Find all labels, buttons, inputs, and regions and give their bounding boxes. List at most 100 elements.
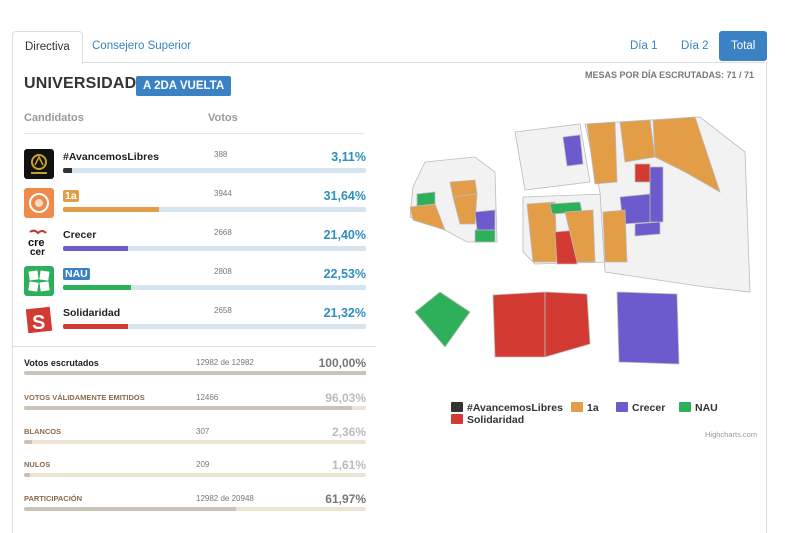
candidate-votes: 2808 <box>214 267 232 276</box>
stat-bar <box>24 473 366 477</box>
candidate-row: S Solidaridad 2658 21,32% <box>24 305 366 335</box>
candidate-row: 1a 3944 31,64% <box>24 188 366 218</box>
candidate-name-tag: NAU <box>63 268 90 280</box>
legend-swatch <box>451 402 463 412</box>
candidate-row: cre cer Crecer 2668 21,40% <box>24 227 366 257</box>
candidate-row: NAU 2808 22,53% <box>24 266 366 296</box>
legend-label: Solidaridad <box>467 414 525 426</box>
votes-header: Votos <box>208 112 238 124</box>
candidate-name: Solidaridad <box>63 307 121 319</box>
candidate-bar <box>63 207 366 212</box>
candidate-name: NAU <box>63 268 90 280</box>
stat-value: 209 <box>196 460 210 469</box>
results-panel <box>12 63 767 533</box>
candidate-bar-fill <box>63 246 128 251</box>
stat-bar <box>24 507 366 511</box>
map-building-nau <box>414 291 471 348</box>
candidate-votes: 2658 <box>214 306 232 315</box>
tab-total[interactable]: Total <box>719 31 768 61</box>
legend-item[interactable]: NAU <box>679 402 718 414</box>
stat-bar <box>24 371 366 375</box>
candidate-name-tag: 1a <box>63 190 79 202</box>
avancemos-logo-icon <box>24 149 54 179</box>
legend-item[interactable]: 1a <box>571 402 599 414</box>
candidate-votes: 2668 <box>214 228 232 237</box>
map-left-block <box>409 156 498 243</box>
stat-value: 12466 <box>196 393 219 402</box>
stat-bar-fill <box>24 473 30 477</box>
tab-bar: Directiva Consejero Superior Día 1 Día 2… <box>12 31 768 64</box>
candidate-bar-fill <box>63 207 159 212</box>
stat-blancos: BLANCOS 307 2,36% <box>24 425 366 450</box>
stats-divider <box>12 346 376 347</box>
solidaridad-logo-icon: S <box>24 305 54 335</box>
candidate-votes: 388 <box>214 150 228 159</box>
stat-label: NULOS <box>24 460 51 469</box>
stat-value: 12982 de 20948 <box>196 494 254 503</box>
crecer-logo-icon: cre cer <box>24 227 54 257</box>
stat-bar-fill <box>24 406 353 410</box>
1a-logo-icon <box>24 188 54 218</box>
nau-logo-icon <box>24 266 54 296</box>
tab-consejero-superior[interactable]: Consejero Superior <box>92 40 192 52</box>
legend-item[interactable]: Crecer <box>616 402 665 414</box>
legend-label: NAU <box>695 402 718 414</box>
legend-item[interactable]: Solidaridad <box>451 414 524 426</box>
stat-percent: 61,97% <box>325 492 366 506</box>
candidate-percent: 3,11% <box>331 150 366 164</box>
campus-map <box>409 116 751 365</box>
candidate-bar <box>63 246 366 251</box>
map-right-block <box>584 116 751 293</box>
legend-label: 1a <box>587 402 599 414</box>
page-title: UNIVERSIDAD <box>24 75 137 92</box>
stat-bar-fill <box>24 371 366 375</box>
legend-label: Crecer <box>632 402 666 414</box>
stat-bar-fill <box>24 507 236 511</box>
candidate-percent: 21,32% <box>323 306 366 320</box>
stat-votos-escrutados: Votos escrutados 12982 de 12982 100,00% <box>24 356 366 381</box>
stat-nulos: NULOS 209 1,61% <box>24 458 366 483</box>
candidate-name: #AvancemosLibres <box>63 151 159 163</box>
stat-label: Votos escrutados <box>24 358 99 368</box>
legend-swatch <box>616 402 628 412</box>
map-center-block <box>514 123 611 265</box>
candidate-percent: 21,40% <box>323 228 366 242</box>
highcharts-credits[interactable]: Highcharts.com <box>705 430 758 439</box>
stat-label: BLANCOS <box>24 427 62 436</box>
candidate-bar <box>63 168 366 173</box>
candidate-name: Crecer <box>63 229 97 241</box>
stat-participacion: PARTICIPACIÓN 12982 de 20948 61,97% <box>24 492 366 517</box>
stat-bar <box>24 440 366 444</box>
stat-label: VOTOS VÁLIDAMENTE EMITIDOS <box>24 393 145 402</box>
candidate-row: #AvancemosLibres 388 3,11% <box>24 149 366 179</box>
legend-label: #AvancemosLibres <box>467 402 563 414</box>
stat-value: 12982 de 12982 <box>196 358 254 367</box>
stat-bar <box>24 406 366 410</box>
svg-text:S: S <box>32 312 45 334</box>
stat-percent: 100,00% <box>318 356 366 370</box>
tab-dia-2[interactable]: Día 2 <box>681 40 709 52</box>
stat-votos-validos: VOTOS VÁLIDAMENTE EMITIDOS 12466 96,03% <box>24 391 366 416</box>
stat-bar-fill <box>24 440 33 444</box>
candidate-name: 1a <box>63 190 79 202</box>
svg-text:cer: cer <box>30 247 45 257</box>
candidate-bar-fill <box>63 285 132 290</box>
candidate-bar <box>63 285 366 290</box>
legend-item[interactable]: #AvancemosLibres <box>451 402 563 414</box>
legend-swatch <box>451 414 463 424</box>
map-building-crecer <box>616 291 680 365</box>
map-building-solidaridad-a <box>492 291 546 358</box>
tab-directiva[interactable]: Directiva <box>12 31 83 64</box>
candidate-bar-fill <box>63 324 128 329</box>
tab-dia-1[interactable]: Día 1 <box>630 40 658 52</box>
mesas-counter: MESAS POR DÍA ESCRUTADAS: 71 / 71 <box>584 70 754 80</box>
candidate-bar-fill <box>63 168 73 173</box>
stat-percent: 2,36% <box>331 425 366 439</box>
stat-percent: 1,61% <box>331 458 366 472</box>
candidate-votes: 3944 <box>214 189 232 198</box>
status-badge: A 2DA VUELTA <box>136 76 232 96</box>
legend-swatch <box>571 402 583 412</box>
candidate-bar <box>63 324 366 329</box>
stat-label: PARTICIPACIÓN <box>24 494 83 503</box>
candidate-percent: 31,64% <box>323 189 366 203</box>
